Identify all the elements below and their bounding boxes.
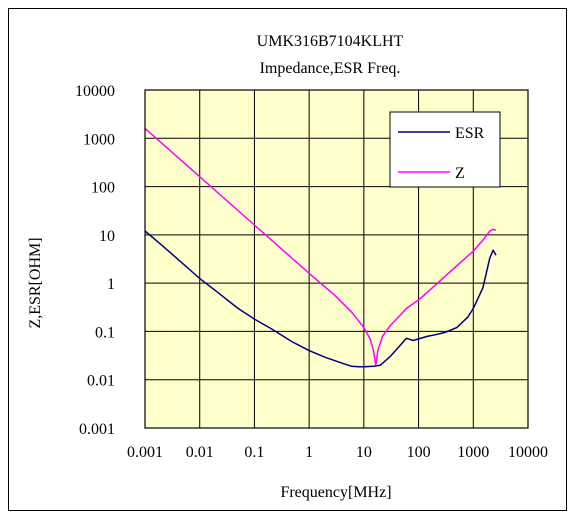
- y-tick-label: 0.1: [95, 324, 115, 341]
- series-lines: [144, 127, 497, 368]
- legend-label-z: Z: [455, 165, 465, 182]
- x-axis-label: Frequency[MHz]: [280, 484, 391, 501]
- x-tick-labels: 0.001 0.01 0.1 1 10 100 1000 10000: [127, 444, 548, 461]
- x-tick-label: 0.1: [244, 444, 264, 461]
- chart-subtitle: Impedance,ESR Freq.: [260, 60, 401, 77]
- y-tick-label: 0.01: [87, 373, 115, 390]
- x-tick-label: 0.01: [186, 444, 214, 461]
- x-tick-label: 10: [356, 444, 372, 461]
- series-line-z: [144, 127, 497, 366]
- x-tick-label: 0.001: [127, 444, 163, 461]
- x-tick-label: 10000: [508, 444, 548, 461]
- legend: ESR Z: [389, 111, 501, 188]
- y-tick-label: 10000: [75, 83, 115, 100]
- y-tick-label: 1000: [83, 131, 115, 148]
- x-tick-label: 1000: [457, 444, 489, 461]
- y-tick-label: 10: [99, 228, 115, 245]
- series-line-esr: [144, 230, 497, 368]
- chart-title: UMK316B7104KLHT: [257, 33, 404, 50]
- plot-border: [144, 89, 529, 429]
- x-tick-label: 1: [305, 444, 313, 461]
- y-tick-label: 100: [91, 180, 115, 197]
- y-tick-labels: 10000 1000 100 10 1 0.1 0.01 0.001: [75, 83, 115, 438]
- legend-label-esr: ESR: [455, 125, 485, 142]
- legend-box: [389, 111, 501, 188]
- y-axis-label: Z,ESR[OHM]: [27, 237, 44, 328]
- x-tick-label: 100: [407, 444, 431, 461]
- y-tick-label: 0.001: [79, 421, 115, 438]
- y-tick-label: 1: [107, 276, 115, 293]
